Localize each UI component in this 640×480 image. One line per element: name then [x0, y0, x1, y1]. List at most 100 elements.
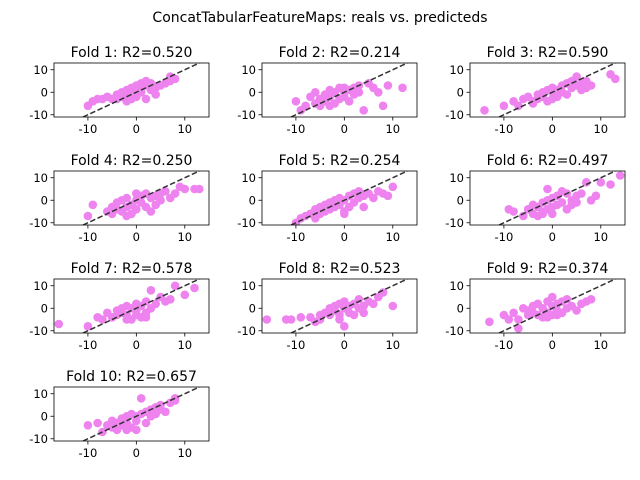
y-tick-label: 0	[249, 193, 256, 207]
subplot-fold-6: Fold 6: R2=0.497 -10 0 10 -10 0 10	[445, 153, 626, 244]
data-point	[509, 207, 518, 216]
y-tick-label: 10	[449, 171, 464, 185]
data-point	[132, 416, 141, 426]
y-tick-label: -10	[445, 108, 464, 122]
x-tick-label: -10	[287, 338, 306, 352]
data-point	[388, 301, 398, 311]
x-tick-label: -10	[287, 122, 306, 136]
x-tick-label: -10	[79, 122, 98, 136]
y-tick-label: 0	[457, 301, 464, 315]
data-point	[161, 187, 170, 196]
data-point	[141, 418, 151, 428]
data-point	[383, 81, 393, 90]
subplot-title: Fold 5: R2=0.254	[279, 153, 401, 169]
identity-reference-line	[289, 63, 410, 117]
data-point	[354, 88, 364, 97]
data-point	[577, 189, 586, 198]
data-point	[611, 74, 620, 84]
data-point	[504, 315, 514, 324]
subplot-fold-4: Fold 4: R2=0.250 -10 0 10 -10 0 10	[29, 153, 210, 244]
data-point	[528, 99, 538, 108]
data-point	[83, 211, 93, 221]
data-point	[122, 315, 131, 324]
x-tick-label: -10	[287, 230, 306, 244]
y-tick-label: -10	[29, 432, 48, 446]
y-tick-label: 0	[457, 193, 464, 207]
y-tick-label: 0	[457, 85, 464, 99]
data-point	[596, 178, 606, 187]
x-tick-label: 0	[341, 122, 348, 136]
identity-reference-line	[81, 279, 202, 333]
identity-reference-line	[289, 171, 410, 225]
data-point	[132, 425, 141, 435]
x-tick-label: 10	[177, 122, 192, 136]
data-point	[54, 319, 64, 329]
data-point	[132, 92, 141, 102]
subplot-title: Fold 3: R2=0.590	[487, 45, 609, 61]
data-point	[340, 322, 349, 331]
y-tick-label: -10	[237, 324, 256, 338]
data-point	[572, 306, 581, 315]
plot-area	[54, 279, 202, 333]
y-tick-label: 10	[241, 63, 256, 77]
y-tick-label: -10	[29, 324, 48, 338]
data-point	[151, 90, 160, 99]
subplot-title: Fold 6: R2=0.497	[487, 153, 609, 169]
x-tick-label: 0	[549, 338, 556, 352]
axes-frame	[53, 386, 210, 442]
subplot-fold-3: Fold 3: R2=0.590 -10 0 10 -10 0 10	[445, 45, 626, 136]
subplot-fold-2: Fold 2: R2=0.214 -10 0 10 -10 0 10	[237, 45, 418, 136]
x-tick-label: 10	[593, 230, 608, 244]
data-point	[344, 97, 354, 106]
data-point	[548, 94, 557, 104]
data-point	[383, 191, 393, 201]
y-tick-label: 0	[41, 301, 48, 315]
y-tick-label: -10	[29, 216, 48, 230]
data-point	[325, 101, 335, 111]
axes-frame	[53, 278, 210, 334]
plot-area	[480, 63, 620, 117]
data-point	[572, 72, 581, 81]
plot-area	[485, 279, 618, 333]
data-point	[369, 299, 378, 309]
x-tick-label: 0	[133, 122, 140, 136]
data-point	[369, 193, 378, 203]
data-point	[388, 182, 398, 192]
x-tick-label: -10	[495, 122, 514, 136]
y-tick-label: -10	[237, 108, 256, 122]
y-tick-label: -10	[445, 324, 464, 338]
x-tick-label: 0	[341, 230, 348, 244]
data-point	[509, 308, 518, 318]
axes-frame	[261, 170, 418, 226]
x-tick-label: 0	[133, 338, 140, 352]
identity-reference-line	[497, 63, 618, 117]
axes-frame	[261, 278, 418, 334]
subplot-title: Fold 8: R2=0.523	[279, 261, 401, 277]
plot-area	[81, 171, 204, 225]
subplot-title: Fold 4: R2=0.250	[71, 153, 193, 169]
figure-suptitle: ConcatTabularFeatureMaps: reals vs. pred…	[152, 10, 487, 26]
data-point	[572, 198, 581, 207]
data-point	[359, 106, 369, 115]
identity-reference-line	[289, 279, 410, 333]
identity-reference-line	[497, 171, 618, 225]
data-point	[141, 313, 151, 322]
data-point	[296, 313, 306, 322]
data-point	[359, 308, 369, 318]
data-point	[514, 101, 523, 111]
data-point	[156, 196, 165, 205]
data-point	[349, 310, 359, 320]
data-point	[136, 394, 146, 403]
subplot-fold-9: Fold 9: R2=0.374 -10 0 10 -10 0 10	[445, 261, 626, 352]
data-point	[359, 202, 369, 212]
data-point	[378, 101, 388, 111]
data-point	[485, 317, 494, 327]
y-tick-label: 0	[41, 193, 48, 207]
identity-reference-line	[81, 171, 202, 225]
data-point	[156, 405, 165, 414]
data-point	[557, 198, 567, 207]
data-point	[615, 171, 625, 180]
data-point	[291, 97, 301, 106]
